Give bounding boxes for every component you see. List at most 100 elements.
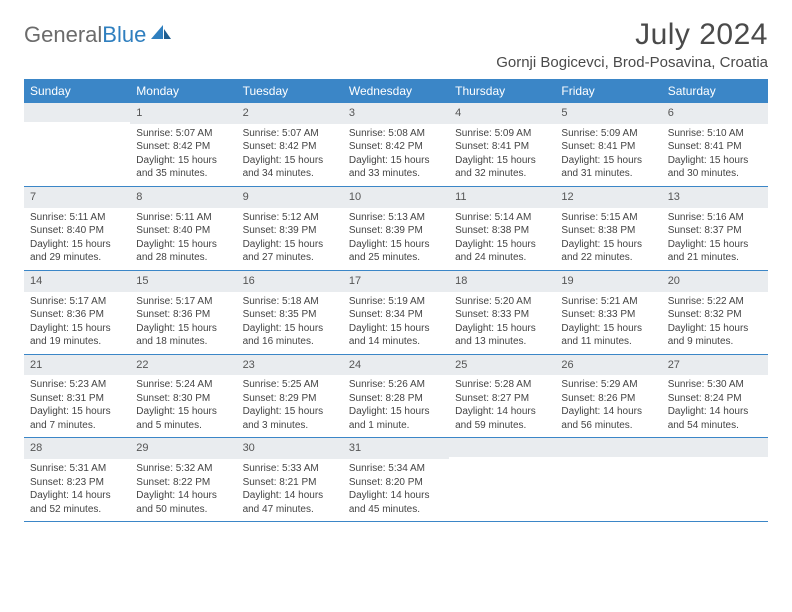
day-cell: 17Sunrise: 5:19 AMSunset: 8:34 PMDayligh…	[343, 271, 449, 354]
brand-part2: Blue	[102, 22, 146, 48]
sunrise-text: Sunrise: 5:12 AM	[243, 211, 337, 225]
day-info: Sunrise: 5:09 AMSunset: 8:41 PMDaylight:…	[555, 124, 661, 186]
sunrise-text: Sunrise: 5:29 AM	[561, 378, 655, 392]
daylight-text: Daylight: 15 hours and 16 minutes.	[243, 322, 337, 349]
day-info: Sunrise: 5:07 AMSunset: 8:42 PMDaylight:…	[237, 124, 343, 186]
sunrise-text: Sunrise: 5:08 AM	[349, 127, 443, 141]
sunset-text: Sunset: 8:29 PM	[243, 392, 337, 406]
day-number: 27	[662, 355, 768, 376]
sunset-text: Sunset: 8:41 PM	[668, 140, 762, 154]
day-number	[662, 438, 768, 457]
sunset-text: Sunset: 8:39 PM	[349, 224, 443, 238]
day-number: 2	[237, 103, 343, 124]
sunrise-text: Sunrise: 5:22 AM	[668, 295, 762, 309]
day-cell: 31Sunrise: 5:34 AMSunset: 8:20 PMDayligh…	[343, 438, 449, 521]
day-info: Sunrise: 5:20 AMSunset: 8:33 PMDaylight:…	[449, 292, 555, 354]
sunrise-text: Sunrise: 5:11 AM	[30, 211, 124, 225]
day-number: 31	[343, 438, 449, 459]
sunrise-text: Sunrise: 5:07 AM	[136, 127, 230, 141]
day-info: Sunrise: 5:33 AMSunset: 8:21 PMDaylight:…	[237, 459, 343, 521]
day-header: Friday	[555, 79, 661, 103]
sunset-text: Sunset: 8:33 PM	[561, 308, 655, 322]
day-info: Sunrise: 5:16 AMSunset: 8:37 PMDaylight:…	[662, 208, 768, 270]
day-info: Sunrise: 5:15 AMSunset: 8:38 PMDaylight:…	[555, 208, 661, 270]
day-number: 15	[130, 271, 236, 292]
daylight-text: Daylight: 15 hours and 24 minutes.	[455, 238, 549, 265]
day-info: Sunrise: 5:18 AMSunset: 8:35 PMDaylight:…	[237, 292, 343, 354]
day-cell: 22Sunrise: 5:24 AMSunset: 8:30 PMDayligh…	[130, 355, 236, 438]
daylight-text: Daylight: 15 hours and 13 minutes.	[455, 322, 549, 349]
day-header: Wednesday	[343, 79, 449, 103]
day-info: Sunrise: 5:34 AMSunset: 8:20 PMDaylight:…	[343, 459, 449, 521]
day-number: 23	[237, 355, 343, 376]
sunset-text: Sunset: 8:42 PM	[136, 140, 230, 154]
day-header: Saturday	[662, 79, 768, 103]
day-number: 19	[555, 271, 661, 292]
sunrise-text: Sunrise: 5:18 AM	[243, 295, 337, 309]
daylight-text: Daylight: 15 hours and 5 minutes.	[136, 405, 230, 432]
sunrise-text: Sunrise: 5:21 AM	[561, 295, 655, 309]
daylight-text: Daylight: 14 hours and 45 minutes.	[349, 489, 443, 516]
day-cell	[662, 438, 768, 521]
weeks-container: 1Sunrise: 5:07 AMSunset: 8:42 PMDaylight…	[24, 103, 768, 522]
day-cell: 14Sunrise: 5:17 AMSunset: 8:36 PMDayligh…	[24, 271, 130, 354]
day-number	[449, 438, 555, 457]
title-block: July 2024 Gornji Bogicevci, Brod-Posavin…	[496, 18, 768, 71]
day-cell: 9Sunrise: 5:12 AMSunset: 8:39 PMDaylight…	[237, 187, 343, 270]
day-number: 28	[24, 438, 130, 459]
day-header: Monday	[130, 79, 236, 103]
day-info: Sunrise: 5:12 AMSunset: 8:39 PMDaylight:…	[237, 208, 343, 270]
day-number: 5	[555, 103, 661, 124]
daylight-text: Daylight: 15 hours and 19 minutes.	[30, 322, 124, 349]
day-header: Thursday	[449, 79, 555, 103]
sunset-text: Sunset: 8:36 PM	[30, 308, 124, 322]
daylight-text: Daylight: 15 hours and 22 minutes.	[561, 238, 655, 265]
logo-sail-icon	[149, 21, 173, 47]
day-number: 1	[130, 103, 236, 124]
sunset-text: Sunset: 8:36 PM	[136, 308, 230, 322]
day-cell: 30Sunrise: 5:33 AMSunset: 8:21 PMDayligh…	[237, 438, 343, 521]
day-header: Sunday	[24, 79, 130, 103]
day-info: Sunrise: 5:22 AMSunset: 8:32 PMDaylight:…	[662, 292, 768, 354]
day-cell: 2Sunrise: 5:07 AMSunset: 8:42 PMDaylight…	[237, 103, 343, 186]
day-cell: 12Sunrise: 5:15 AMSunset: 8:38 PMDayligh…	[555, 187, 661, 270]
sunset-text: Sunset: 8:20 PM	[349, 476, 443, 490]
day-number	[24, 103, 130, 122]
day-cell: 1Sunrise: 5:07 AMSunset: 8:42 PMDaylight…	[130, 103, 236, 186]
daylight-text: Daylight: 15 hours and 11 minutes.	[561, 322, 655, 349]
sunrise-text: Sunrise: 5:30 AM	[668, 378, 762, 392]
day-cell: 28Sunrise: 5:31 AMSunset: 8:23 PMDayligh…	[24, 438, 130, 521]
day-cell: 3Sunrise: 5:08 AMSunset: 8:42 PMDaylight…	[343, 103, 449, 186]
sunset-text: Sunset: 8:27 PM	[455, 392, 549, 406]
sunset-text: Sunset: 8:21 PM	[243, 476, 337, 490]
week-row: 28Sunrise: 5:31 AMSunset: 8:23 PMDayligh…	[24, 438, 768, 522]
day-info: Sunrise: 5:21 AMSunset: 8:33 PMDaylight:…	[555, 292, 661, 354]
day-info: Sunrise: 5:30 AMSunset: 8:24 PMDaylight:…	[662, 375, 768, 437]
sunrise-text: Sunrise: 5:23 AM	[30, 378, 124, 392]
day-info: Sunrise: 5:11 AMSunset: 8:40 PMDaylight:…	[24, 208, 130, 270]
daylight-text: Daylight: 14 hours and 59 minutes.	[455, 405, 549, 432]
day-cell: 19Sunrise: 5:21 AMSunset: 8:33 PMDayligh…	[555, 271, 661, 354]
sunset-text: Sunset: 8:40 PM	[30, 224, 124, 238]
sunrise-text: Sunrise: 5:07 AM	[243, 127, 337, 141]
sunset-text: Sunset: 8:26 PM	[561, 392, 655, 406]
day-cell: 29Sunrise: 5:32 AMSunset: 8:22 PMDayligh…	[130, 438, 236, 521]
sunset-text: Sunset: 8:38 PM	[455, 224, 549, 238]
daylight-text: Daylight: 15 hours and 31 minutes.	[561, 154, 655, 181]
header-bar: GeneralBlue July 2024 Gornji Bogicevci, …	[24, 18, 768, 71]
daylight-text: Daylight: 14 hours and 56 minutes.	[561, 405, 655, 432]
day-cell: 25Sunrise: 5:28 AMSunset: 8:27 PMDayligh…	[449, 355, 555, 438]
day-cell: 26Sunrise: 5:29 AMSunset: 8:26 PMDayligh…	[555, 355, 661, 438]
day-cell	[449, 438, 555, 521]
day-info: Sunrise: 5:10 AMSunset: 8:41 PMDaylight:…	[662, 124, 768, 186]
day-cell: 13Sunrise: 5:16 AMSunset: 8:37 PMDayligh…	[662, 187, 768, 270]
sunrise-text: Sunrise: 5:14 AM	[455, 211, 549, 225]
day-headers-row: SundayMondayTuesdayWednesdayThursdayFrid…	[24, 79, 768, 103]
day-header: Tuesday	[237, 79, 343, 103]
day-info: Sunrise: 5:25 AMSunset: 8:29 PMDaylight:…	[237, 375, 343, 437]
day-info: Sunrise: 5:26 AMSunset: 8:28 PMDaylight:…	[343, 375, 449, 437]
daylight-text: Daylight: 15 hours and 34 minutes.	[243, 154, 337, 181]
sunrise-text: Sunrise: 5:16 AM	[668, 211, 762, 225]
day-number	[555, 438, 661, 457]
day-number: 13	[662, 187, 768, 208]
